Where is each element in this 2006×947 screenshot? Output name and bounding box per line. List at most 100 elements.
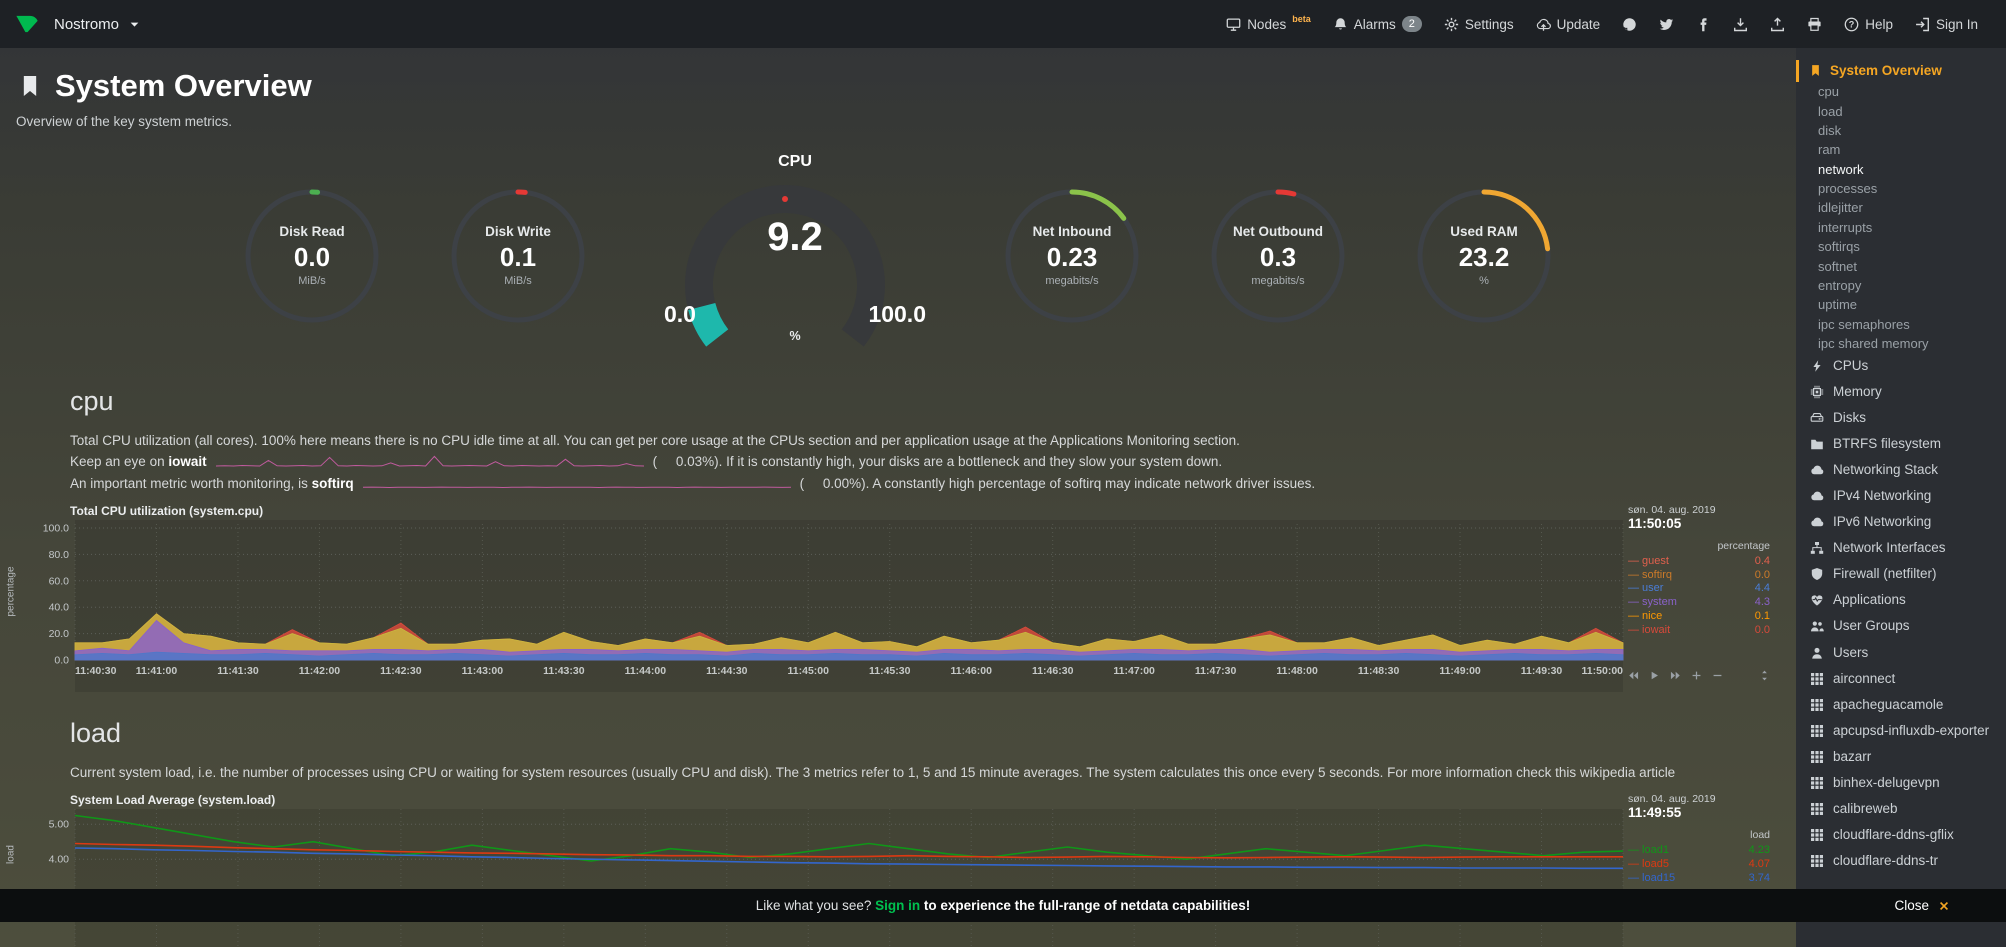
legend-item-softirq[interactable]: — softirq 0.0 [1628,568,1770,581]
sidebar-item-apacheguacamole[interactable]: apacheguacamole [1796,692,2006,718]
gauge-cpu[interactable]: CPU 9.2 0.0 100.0% [650,153,940,358]
gauge-net-outbound[interactable]: Net Outbound 0.3 megabits/s [1204,182,1352,330]
topbar-help-button[interactable]: ? Help [1844,17,1893,32]
gauge-disk-read[interactable]: Disk Read 0.0 MiB/s [238,182,386,330]
chart-play-button[interactable] [1649,668,1660,686]
chart-title-load: System Load Average (system.load) [70,793,276,807]
topbar-download-button[interactable] [1733,17,1748,32]
cpu-section: cpu Total CPU utilization (all cores). 1… [0,386,1796,692]
legend-item-user[interactable]: — user 4.4 [1628,582,1770,595]
sidebar-item-cpus[interactable]: CPUs [1796,353,2006,379]
sidebar-item-user-groups[interactable]: User Groups [1796,614,2006,640]
sidebar-item-networking-stack[interactable]: Networking Stack [1796,458,2006,484]
node-selector-dropdown[interactable]: Nostromo [54,16,142,33]
chart-resize-handle[interactable] [1759,668,1770,686]
chart-plus-button[interactable] [1691,668,1702,686]
sidebar-item-cpu[interactable]: cpu [1818,84,1839,100]
sidebar-item-network-interfaces[interactable]: Network Interfaces [1796,536,2006,562]
topbar-alarms-button[interactable]: Alarms 2 [1333,16,1422,32]
topbar-upload-button[interactable] [1770,17,1785,32]
chart-minus-button[interactable] [1712,668,1723,686]
legend-item-load15[interactable]: — load15 3.74 [1628,871,1770,884]
sidebar-item-binhex-delugevpn[interactable]: binhex-delugevpn [1796,770,2006,796]
gauge-unit: % [1479,275,1489,287]
sidebar-item-interrupts[interactable]: interrupts [1818,219,1873,235]
svg-text:80.0: 80.0 [49,549,70,561]
inline-sparkline[interactable] [215,453,645,468]
page-header: System Overview Overview of the key syst… [0,68,1796,129]
chart-ff-button[interactable] [1670,668,1681,686]
netdata-logo[interactable] [14,11,40,37]
legend-item-iowait[interactable]: — iowait 0.0 [1628,623,1770,636]
sidebar-item-firewall-netfilter[interactable]: Firewall (netfilter) [1796,562,2006,588]
topbar-print-button[interactable] [1807,17,1822,32]
topbar-signin-button[interactable]: Sign In [1915,17,1978,32]
topbar-menu: Nodes beta Alarms 2 Settings Update ? Help Sign … [1226,14,1978,32]
topbar-facebook-button[interactable] [1696,17,1711,32]
gauge-used-ram[interactable]: Used RAM 23.2% [1410,182,1558,330]
svg-text:11:43:30: 11:43:30 [543,665,585,677]
sidebar-item-cloudflare-ddns-gflix[interactable]: cloudflare-ddns-gflix [1796,822,2006,848]
svg-text:11:44:30: 11:44:30 [706,665,748,677]
sidebar-item-system-overview[interactable]: System Overview [1796,60,2006,82]
user-icon [1810,646,1824,660]
legend-item-nice[interactable]: — nice 0.1 [1628,609,1770,622]
sidebar-item-apcupsd-influxdb-exporter[interactable]: apcupsd-influxdb-exporter [1796,718,2006,744]
legend-item-system[interactable]: — system 4.3 [1628,596,1770,608]
sidebar-item-entropy[interactable]: entropy [1818,277,1862,293]
topbar-settings-button[interactable]: Settings [1444,17,1514,32]
chart-rewind-button[interactable] [1628,668,1639,686]
gauge-title: Net Outbound [1233,224,1323,239]
sidebar-item-users[interactable]: Users [1796,640,2006,666]
sidebar-item-ipv4-networking[interactable]: IPv4 Networking [1796,484,2006,510]
signin-banner: Like what you see? Sign in to experience… [0,889,2006,922]
sidebar-item-ram[interactable]: ram [1818,142,1841,158]
legend-item-guest[interactable]: — guest 0.4 [1628,554,1770,567]
banner-close-button[interactable]: Close [1894,889,1950,922]
sidebar-item-airconnect[interactable]: airconnect [1796,666,2006,692]
topbar-twitter-button[interactable] [1659,17,1674,32]
svg-text:11:47:30: 11:47:30 [1195,665,1237,677]
cloud-icon [1810,489,1824,503]
load-chart: System Load Average (system.load) load 5.0… [6,793,1770,947]
sidebar-item-disk[interactable]: disk [1818,122,1842,138]
cpu-plot[interactable]: 100.0 80.0 60.0 40.0 20.0 0.0 11:40:30 11:41:00… [25,519,1770,692]
sidebar-item-load[interactable]: load [1818,103,1843,119]
sidebar-item-btrfs-filesystem[interactable]: BTRFS filesystem [1796,431,2006,457]
sidebar-item-softirqs[interactable]: softirqs [1818,239,1860,255]
sidebar-item-applications[interactable]: Applications [1796,588,2006,614]
sidebar-item-ipc-semaphores[interactable]: ipc semaphores [1818,316,1910,332]
sidebar-item-ipc-shared-memory[interactable]: ipc shared memory [1818,336,1929,352]
sidebar-item-network[interactable]: network [1818,161,1864,177]
sidebar-item-processes[interactable]: processes [1818,181,1878,197]
alarms-count-badge: 2 [1401,16,1422,32]
sidebar-item-cloudflare-ddns-tr[interactable]: cloudflare-ddns-tr [1796,848,2006,874]
bookmark-icon [18,74,42,98]
gauge-disk-write[interactable]: Disk Write 0.1 MiB/s [444,182,592,330]
gauge-title: Disk Write [485,224,551,239]
gauge-net-inbound[interactable]: Net Inbound 0.23 megabits/s [998,182,1146,330]
topbar-update-button[interactable]: Update [1536,17,1600,32]
svg-text:11:48:30: 11:48:30 [1358,665,1400,677]
chevron-down-icon [127,17,142,32]
sidebar-item-calibreweb[interactable]: calibreweb [1796,796,2006,822]
heartbeat-icon [1810,593,1824,607]
chart-legend-load: søn. 04. aug. 2019 11:49:55 load — load1 4.2… [1628,793,1770,885]
sidebar-item-bazarr[interactable]: bazarr [1796,744,2006,770]
inline-sparkline[interactable] [362,475,792,490]
sidebar-item-uptime[interactable]: uptime [1818,297,1858,313]
legend-item-load5[interactable]: — load5 4.07 [1628,857,1770,870]
legend-item-load1[interactable]: — load1 4.23 [1628,844,1770,856]
topbar-nodes-button[interactable]: Nodes beta [1226,14,1311,32]
banner-signin-link[interactable]: Sign in [875,898,921,913]
sitemap-icon [1810,541,1824,555]
load-plot[interactable]: 5.004.003.00 [25,809,1770,947]
sidebar-item-ipv6-networking[interactable]: IPv6 Networking [1796,510,2006,536]
topbar-github-button[interactable] [1622,17,1637,32]
sidebar-item-disks[interactable]: Disks [1796,405,2006,431]
sidebar-item-memory[interactable]: Memory [1796,379,2006,405]
sidebar-item-softnet[interactable]: softnet [1818,258,1858,274]
sidebar-item-idlejitter[interactable]: idlejitter [1818,200,1863,216]
grid-icon [1810,750,1824,764]
